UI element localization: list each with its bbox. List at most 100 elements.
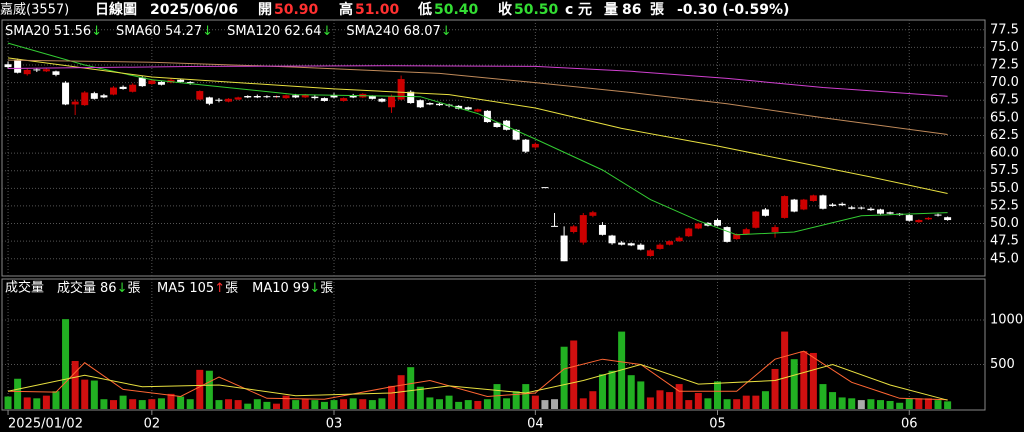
volume-bar <box>81 379 89 409</box>
candle-body <box>752 211 760 228</box>
volume-bar <box>675 384 683 409</box>
volume-bar <box>503 398 511 409</box>
y-tick-label: 72.5 <box>990 57 1019 72</box>
candle-body <box>733 234 741 240</box>
candle-body <box>723 227 731 242</box>
candle-body <box>52 71 60 75</box>
candle-body <box>579 215 587 243</box>
volume-bar <box>4 396 12 409</box>
open-label: 開 <box>258 2 272 18</box>
volume-bar <box>809 352 817 409</box>
volume-bar <box>560 346 568 409</box>
candle-body <box>618 242 626 245</box>
volume-bar <box>416 386 424 409</box>
candle-body <box>81 92 89 106</box>
y-tick-label: 47.5 <box>990 234 1019 249</box>
volume-bar <box>426 397 434 409</box>
candle-body <box>771 227 779 233</box>
volume-bar <box>407 367 415 409</box>
volume-bar <box>656 390 664 409</box>
candle-body <box>71 101 79 105</box>
volume-bar <box>752 395 760 409</box>
legend-entry: MA10 99↓張 <box>252 281 333 296</box>
legend-entry: 成交量 86↓張 <box>57 280 140 296</box>
y-tick-label: 52.5 <box>990 198 1019 213</box>
ma-line <box>7 350 948 401</box>
volume-bar <box>608 370 616 409</box>
volume-panel <box>1 278 986 411</box>
legend-arrow: ↓ <box>321 24 332 39</box>
legend-arrow: ↓ <box>441 24 452 39</box>
volume-bar <box>551 399 559 409</box>
volume-bar <box>167 393 175 409</box>
y-tick-label: 62.5 <box>990 128 1019 143</box>
volume-bar <box>714 381 722 409</box>
volume-bar <box>474 400 482 409</box>
header: 嘉威(3557) 日線圖 2025/06/06 開 50.90 高 51.00 … <box>0 1 789 18</box>
volume-bar <box>14 378 22 409</box>
volume-bar <box>666 392 674 409</box>
candle-body <box>522 139 530 152</box>
candle-body <box>531 143 539 148</box>
candle-body <box>886 212 894 214</box>
volume-bar <box>685 400 693 409</box>
volume-bar <box>292 400 300 409</box>
candle-body <box>244 95 252 98</box>
candle-body <box>838 203 846 206</box>
volume-bar <box>100 399 108 409</box>
candle-body <box>311 96 319 99</box>
volume-bar <box>867 399 875 409</box>
candle-body <box>694 223 702 229</box>
volume-bar <box>129 399 137 409</box>
volume-bar <box>896 402 904 409</box>
candle-body <box>416 100 424 108</box>
candle-body <box>570 226 578 233</box>
volume-bar <box>483 399 491 409</box>
candle-body <box>809 195 817 202</box>
candle-body <box>301 94 309 98</box>
candle-body <box>905 215 913 221</box>
candle-body <box>589 212 597 216</box>
volume-bar <box>598 374 606 409</box>
candle-body <box>790 199 798 212</box>
candle-body <box>205 97 213 104</box>
volume-bar <box>704 398 712 409</box>
candle-body <box>129 84 137 92</box>
volume-bar <box>761 391 769 409</box>
volume-bar <box>464 400 472 409</box>
volume-bar <box>119 395 127 409</box>
volume-bar <box>42 395 50 409</box>
volume-bar <box>157 398 165 409</box>
legend-entry: MA5 105↑張 <box>157 281 238 296</box>
volume-bar <box>33 398 41 409</box>
volume-bar <box>838 397 846 409</box>
legend-value: 105 <box>189 281 214 296</box>
candle-body <box>819 195 827 209</box>
y-tick-label: 60.0 <box>990 146 1019 161</box>
legend-unit: 張 <box>225 281 238 296</box>
y-tick-label: 77.5 <box>990 22 1019 37</box>
volume-bar <box>570 340 578 409</box>
volume-bar <box>23 397 31 409</box>
legend-entry: SMA240 68.07↓ <box>346 24 451 39</box>
candle-body <box>110 87 118 95</box>
candle-body <box>90 93 98 99</box>
currency-unit: 元 <box>578 2 592 18</box>
candle-body <box>560 235 568 262</box>
volume-bar <box>215 400 223 409</box>
y-tick-label: 500 <box>990 357 1015 372</box>
candle-body <box>608 235 616 244</box>
y-tick-label: 55.0 <box>990 181 1019 196</box>
y-tick-label: 67.5 <box>990 93 1019 108</box>
volume-bar <box>177 396 185 409</box>
x-tick-label: 06 <box>901 417 918 432</box>
volume-bar <box>924 398 932 409</box>
y-tick-label: 1000 <box>990 313 1023 328</box>
candle-body <box>474 109 482 112</box>
candle-body <box>407 91 415 104</box>
close-value: 50.50 <box>514 2 559 18</box>
volume-bar <box>579 398 587 409</box>
candle-body <box>848 207 856 209</box>
legend-value: 62.64 <box>284 24 321 39</box>
